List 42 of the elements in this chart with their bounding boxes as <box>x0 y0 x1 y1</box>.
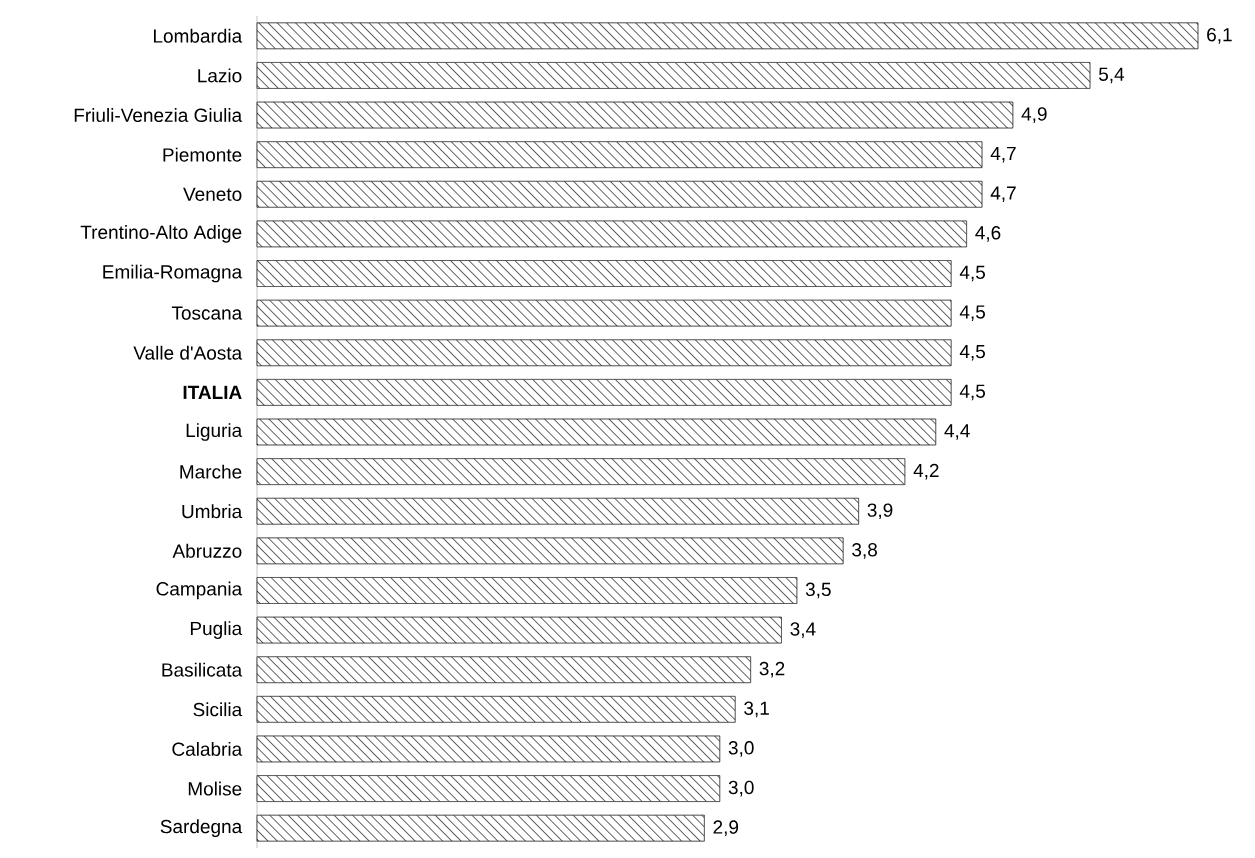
data-label: 4,5 <box>959 305 985 321</box>
data-label: 4,2 <box>913 463 939 480</box>
y-tick-label: Liguria <box>186 423 243 441</box>
y-tick-label: Lazio <box>198 68 242 83</box>
data-label: 5,4 <box>1098 67 1125 84</box>
data-label: 3,5 <box>805 582 831 599</box>
data-label: 6,1 <box>1207 27 1232 44</box>
data-label: 4,6 <box>975 226 1001 242</box>
y-tick-label: Campania <box>156 581 243 600</box>
data-label: 4,4 <box>944 424 970 440</box>
y-tick-label: Trentino-Alto Adige <box>80 225 242 243</box>
data-label: 4,9 <box>1021 107 1047 123</box>
y-tick-label: Lombardia <box>153 28 243 43</box>
y-tick-label: Molise <box>188 781 242 796</box>
data-label: 3,0 <box>728 780 754 797</box>
y-tick-label: Marche <box>180 464 242 479</box>
data-label: 4,7 <box>990 186 1016 203</box>
y-tick-label: Friuli-Venezia Giulia <box>74 108 243 123</box>
y-tick-label: Valle d'Aosta <box>133 345 243 360</box>
data-label: 3,0 <box>728 741 754 757</box>
data-label: 3,1 <box>744 701 769 718</box>
y-tick-label: Puglia <box>190 621 243 639</box>
data-label: 3,9 <box>867 503 893 520</box>
y-tick-label: Sardegna <box>160 819 243 838</box>
y-tick-label: Piemonte <box>163 147 242 162</box>
y-tick-label: Basilicata <box>162 662 243 677</box>
y-tick-label: Sicilia <box>193 702 243 717</box>
data-label: 4,7 <box>990 146 1016 163</box>
data-label: 3,4 <box>790 622 816 638</box>
data-label: 4,5 <box>959 384 985 401</box>
y-tick-label: Toscana <box>171 306 243 320</box>
y-tick-label: Emilia-Romagna <box>103 264 243 283</box>
y-tick-label: Veneto <box>183 187 242 201</box>
y-tick-label: ITALIA <box>183 385 242 399</box>
y-tick-label: Calabria <box>172 741 243 756</box>
data-label: 2,9 <box>713 820 739 837</box>
data-label: 4,5 <box>959 345 985 361</box>
y-tick-label: Abruzzo <box>172 543 242 558</box>
data-label: 4,5 <box>959 265 985 282</box>
y-tick-label: Umbria <box>182 504 243 519</box>
data-label: 3,2 <box>759 661 785 678</box>
data-label: 3,8 <box>852 543 877 559</box>
